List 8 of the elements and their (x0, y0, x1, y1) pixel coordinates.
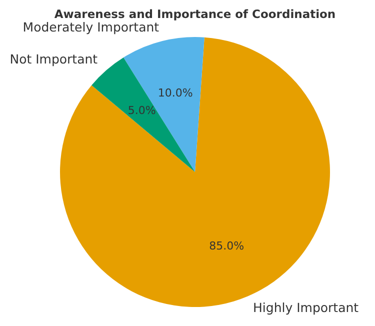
slice-label: Not Important (10, 51, 98, 66)
data-label: 10.0% (158, 86, 193, 100)
chart-title: Awareness and Importance of Coordination (54, 7, 336, 21)
pie-slice (123, 37, 204, 172)
data-label: 85.0% (209, 240, 244, 253)
slice-label: Moderately Important (22, 19, 160, 34)
slice-label: Highly Important (253, 300, 359, 316)
data-label: 5.0% (128, 104, 156, 117)
